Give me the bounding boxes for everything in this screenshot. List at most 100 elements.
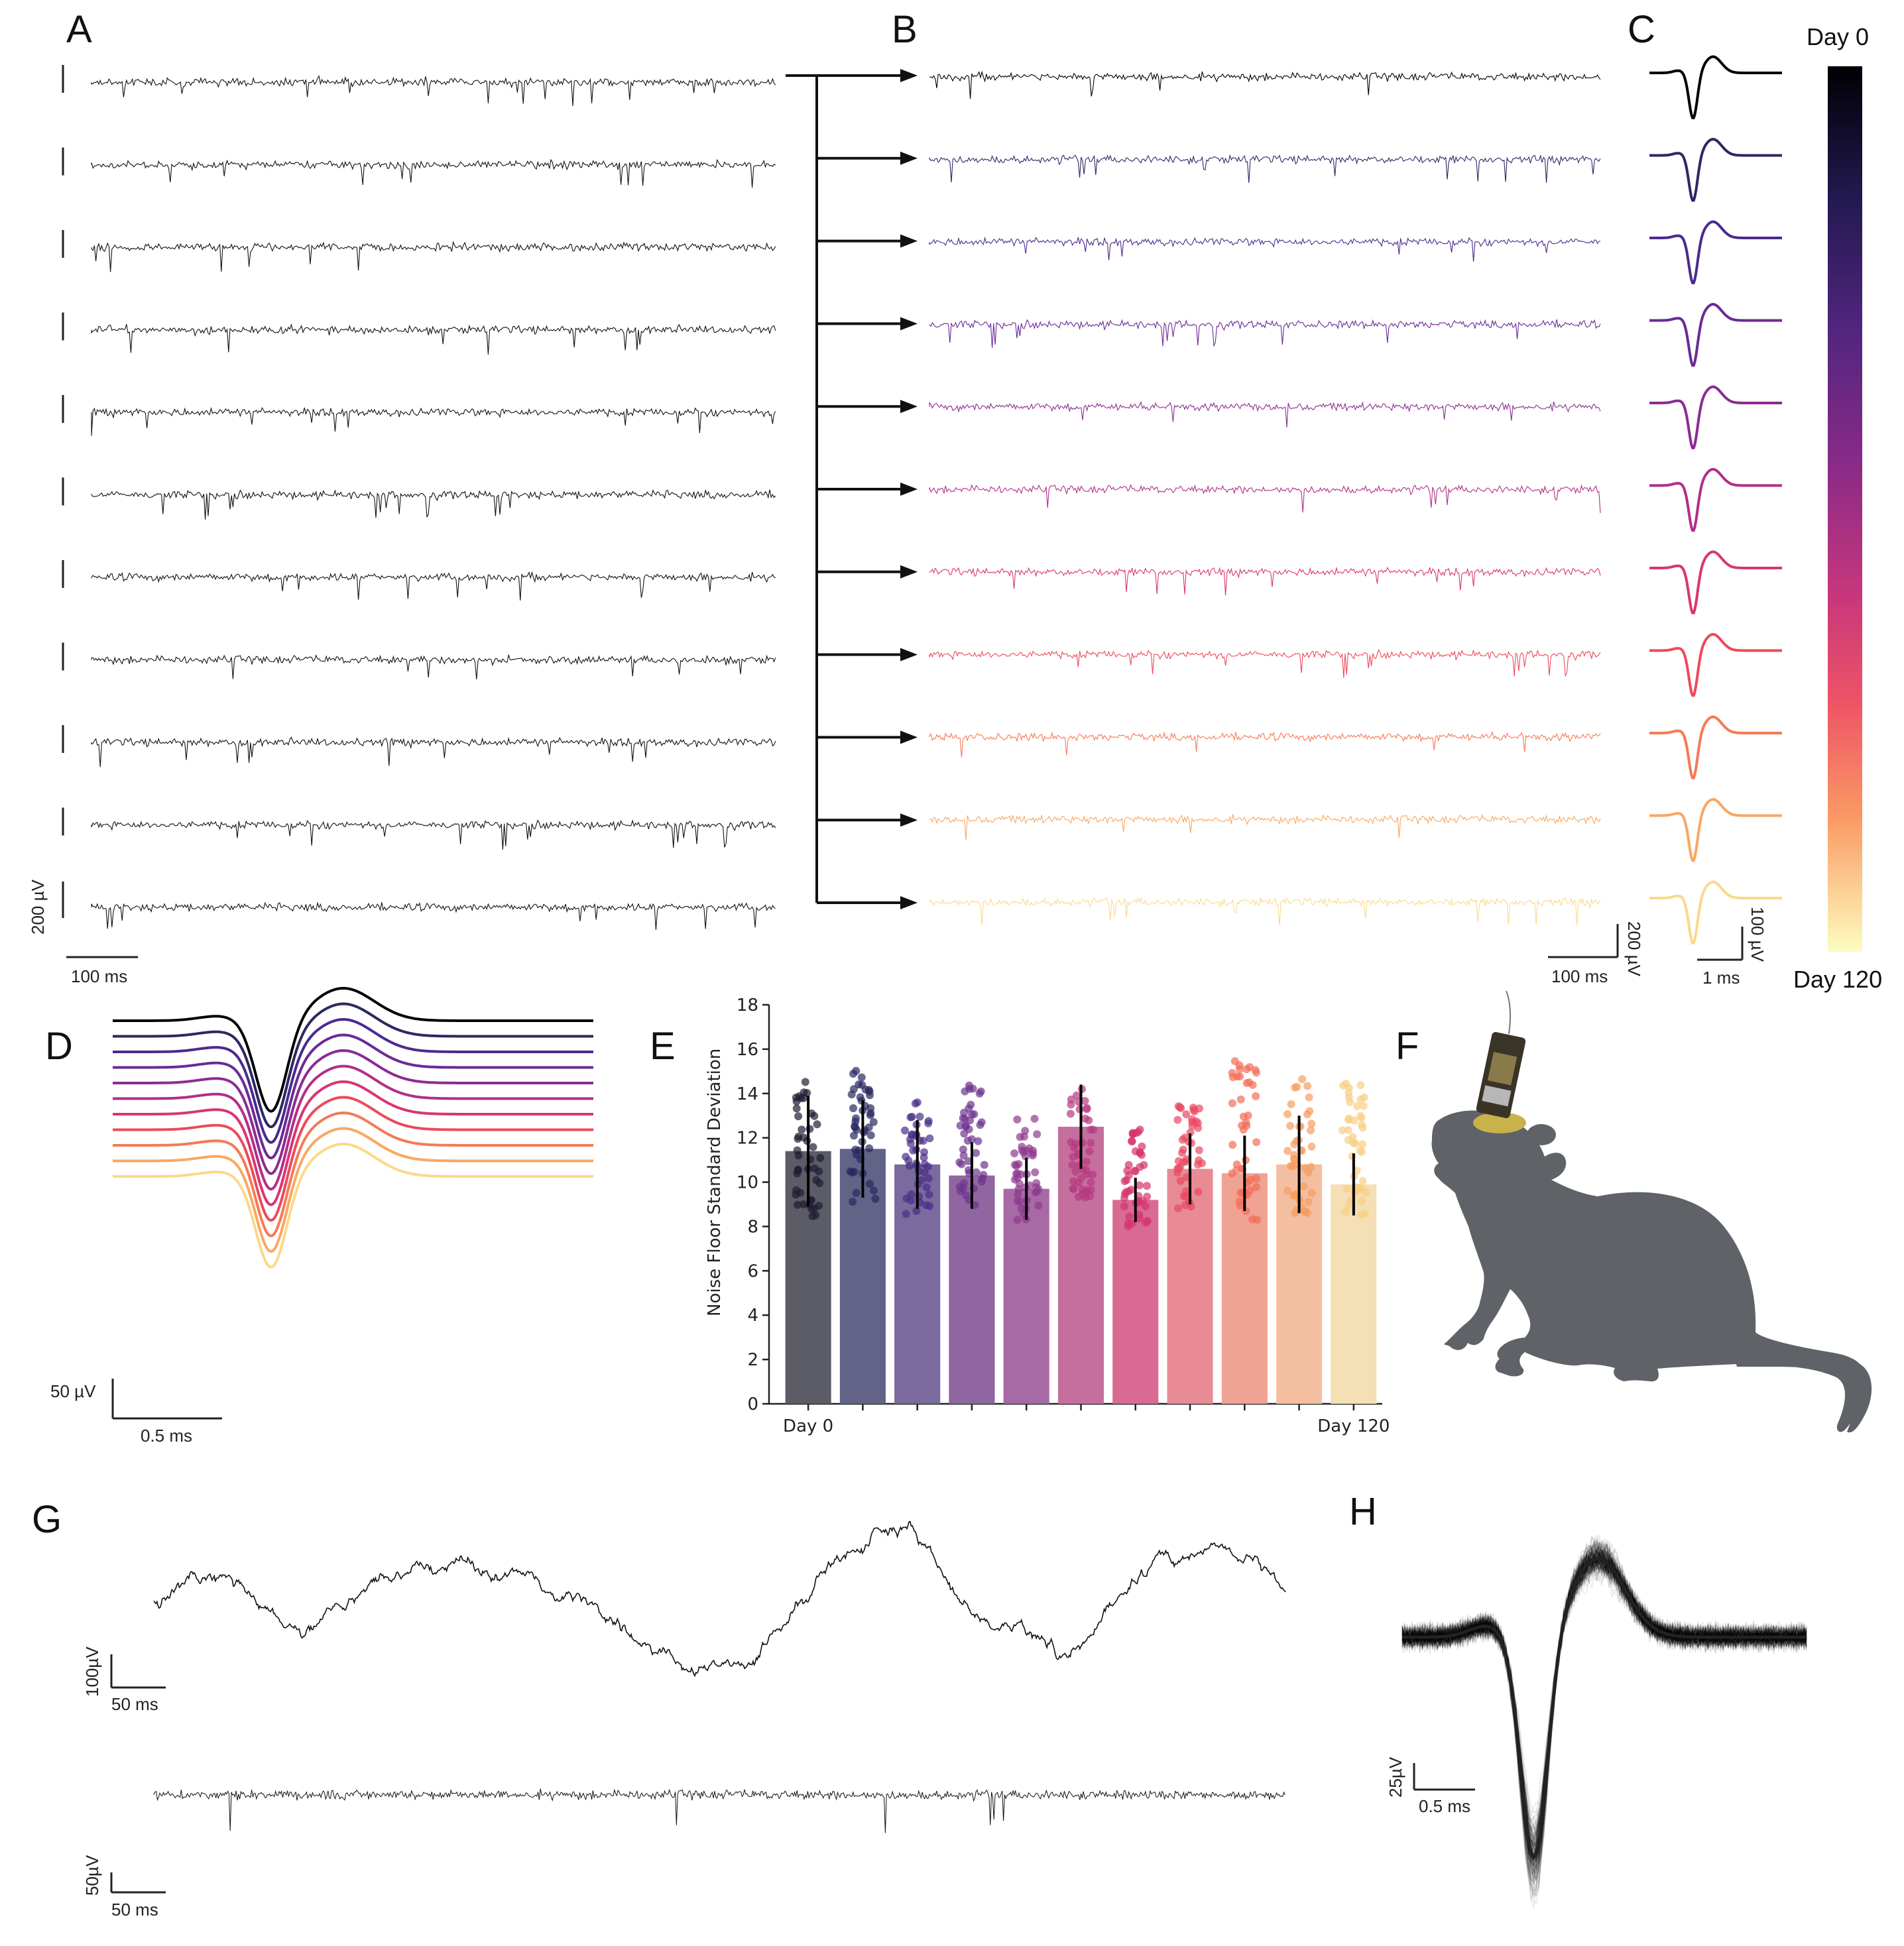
panel-e-point: [1082, 1157, 1091, 1166]
panel-e-point: [849, 1131, 858, 1140]
panel-c-waveform: [1649, 55, 1782, 119]
panel-h-spike-trace: [1401, 1551, 1807, 1856]
panel-h-spike-trace: [1401, 1556, 1807, 1840]
arrow-head: [900, 648, 918, 661]
panel-e-point: [794, 1112, 803, 1121]
panel-h-spike-trace: [1401, 1543, 1807, 1891]
panel-e-point: [1228, 1099, 1236, 1108]
panel-e-point: [1015, 1180, 1024, 1188]
panel-e-point: [967, 1135, 976, 1143]
panel-e-point: [920, 1168, 929, 1176]
panel-e-point: [972, 1149, 981, 1157]
panel-e-point: [1245, 1062, 1254, 1071]
panel-e-point: [851, 1117, 860, 1126]
panel-e-point: [815, 1179, 824, 1188]
panel-b-trace: [929, 649, 1601, 678]
panel-d-waveform: [113, 1127, 593, 1253]
panel-c-waveform: [1649, 550, 1782, 614]
panel-e-point: [1195, 1104, 1204, 1113]
panel-h-spike-trace: [1401, 1558, 1807, 1835]
panel-e-bar: [949, 1175, 995, 1404]
panel-d-waveform: [113, 1017, 593, 1144]
panel-h-spike-trace: [1401, 1549, 1807, 1849]
panel-e-point: [850, 1168, 859, 1176]
panel-e-point: [1236, 1201, 1244, 1210]
panel-e-point: [1123, 1167, 1132, 1175]
panel-e-point: [815, 1202, 823, 1210]
panel-e-point: [1124, 1219, 1133, 1228]
panel-h-spike-trace: [1401, 1546, 1807, 1871]
panel-e-bar-chart: 0 2 4 6 8 10 12 14 16 18 Day 0 Day 120: [737, 996, 1390, 1436]
panel-e-point: [852, 1188, 861, 1197]
panel-c-waveform: [1649, 632, 1782, 697]
panel-h-spike-trace: [1401, 1542, 1807, 1874]
panel-e-point: [1069, 1177, 1077, 1186]
panel-h-spike-trace: [1401, 1542, 1807, 1883]
panel-e-point: [957, 1160, 966, 1169]
panel-h-spike-trace: [1402, 1555, 1807, 1849]
panel-e-point: [857, 1073, 866, 1082]
panel-e-y-tick-label: 0: [747, 1395, 758, 1414]
panel-h-spike-trace: [1401, 1538, 1807, 1893]
panel-e-point: [1087, 1139, 1095, 1147]
panel-e-point: [1286, 1121, 1295, 1130]
panel-c-waveform: [1649, 715, 1782, 779]
arrow-head: [900, 483, 918, 496]
panel-g-spike-trace: [153, 1788, 1285, 1833]
headstage-connector: [1482, 1085, 1512, 1107]
panel-e-point: [1351, 1139, 1360, 1148]
panel-e-point: [1232, 1166, 1241, 1174]
panel-h-spike-trace: [1401, 1546, 1807, 1873]
panel-h-spike-trace: [1401, 1540, 1807, 1882]
panel-h-spike-trace: [1401, 1560, 1807, 1822]
panel-e-point: [1034, 1201, 1043, 1210]
panel-c-scale-y-label: 100 µV: [1748, 907, 1767, 962]
panel-f-rat-illustration: [1431, 990, 1872, 1433]
panel-h-spike-trace: [1401, 1542, 1807, 1878]
panel-c-waveform: [1649, 880, 1782, 944]
arrow-head: [900, 69, 918, 82]
panel-a-trace: [91, 75, 776, 107]
panel-h-spike-trace: [1401, 1540, 1807, 1880]
panel-a-raw-traces: [62, 65, 776, 930]
panel-a-scale-x-label: 100 ms: [71, 966, 127, 986]
panel-b-trace: [929, 566, 1601, 596]
panel-e-point: [1283, 1110, 1292, 1118]
panel-h-spike-trace: [1401, 1549, 1807, 1876]
panel-e-point: [902, 1210, 910, 1218]
panel-h-spike-trace: [1401, 1554, 1807, 1865]
panel-h-spike-trace: [1401, 1546, 1807, 1881]
panel-h-spike-trace: [1401, 1562, 1807, 1839]
panel-e-point: [1239, 1112, 1248, 1121]
panel-e-point: [1194, 1188, 1203, 1196]
panel-d-waveform: [113, 1002, 593, 1129]
panel-c-waveform: [1649, 302, 1782, 367]
panel-h-spike-trace: [1401, 1549, 1807, 1864]
panel-e-point: [1182, 1110, 1191, 1119]
panel-e-point: [967, 1110, 976, 1119]
panel-h-spike-trace: [1401, 1554, 1807, 1848]
panel-e-point: [1228, 1073, 1237, 1082]
panel-e-point: [1181, 1192, 1189, 1200]
panel-e-point: [924, 1119, 933, 1127]
panel-e-point: [1304, 1169, 1313, 1177]
panel-e-point: [1307, 1142, 1316, 1151]
panel-e-point: [961, 1122, 970, 1131]
panel-label-g: G: [32, 1498, 62, 1541]
panel-e-point: [816, 1153, 825, 1162]
panel-e-point: [1125, 1212, 1134, 1221]
panel-h-spike-trace: [1401, 1547, 1807, 1856]
panel-label-h: H: [1349, 1490, 1377, 1533]
panel-h-spike-trace: [1401, 1542, 1807, 1897]
panel-g-lfp-and-spikes: [153, 1520, 1286, 1833]
panel-e-point: [1357, 1196, 1366, 1205]
connector-arrows: [786, 69, 918, 909]
panel-e-point: [965, 1104, 973, 1113]
panel-e-point: [866, 1104, 875, 1112]
panel-h-spike-trace: [1401, 1561, 1807, 1835]
panel-e-point: [1299, 1182, 1308, 1190]
arrow-head: [900, 813, 918, 827]
panel-e-point: [1357, 1114, 1366, 1122]
panel-h-spike-trace: [1401, 1547, 1807, 1855]
panel-h-spike-trace: [1401, 1547, 1807, 1867]
